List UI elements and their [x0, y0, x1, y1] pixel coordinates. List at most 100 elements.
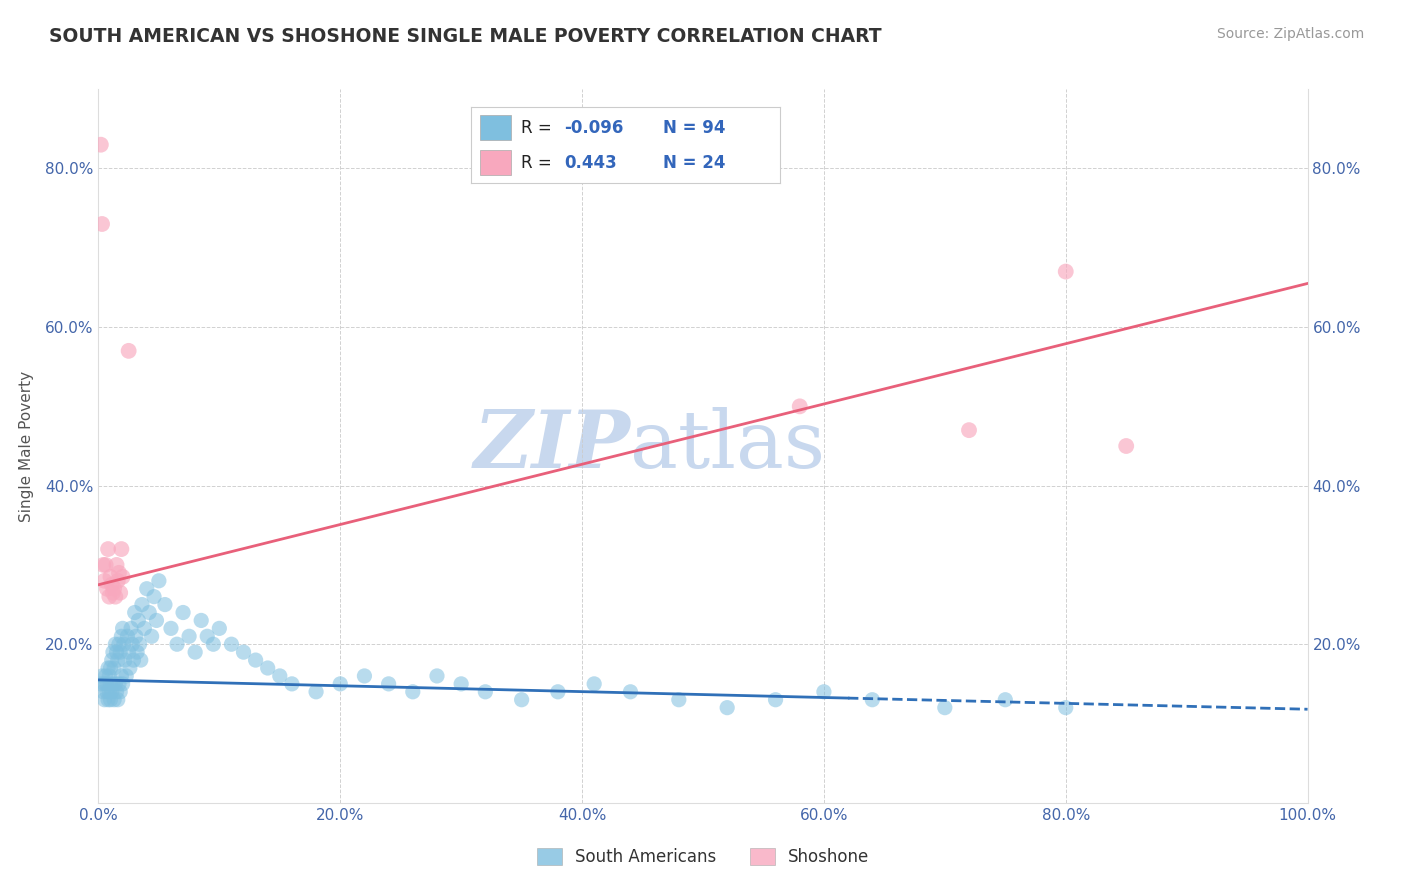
Point — [195, 629, 218, 643]
Point — [104, 637, 127, 651]
Point — [101, 585, 124, 599]
Text: Source: ZipAtlas.com: Source: ZipAtlas.com — [1216, 27, 1364, 41]
Point — [510, 692, 533, 706]
Point — [97, 692, 120, 706]
Point — [377, 677, 399, 691]
Point — [353, 669, 375, 683]
Point — [108, 685, 131, 699]
Point — [98, 669, 121, 683]
Point — [1115, 439, 1137, 453]
Point — [94, 558, 117, 572]
Point — [111, 677, 134, 691]
Point — [115, 669, 138, 683]
Point — [97, 542, 120, 557]
Point — [111, 570, 134, 584]
Point — [118, 661, 141, 675]
Point — [813, 685, 835, 699]
Text: atlas: atlas — [630, 407, 825, 485]
Point — [765, 692, 787, 706]
Point — [190, 614, 212, 628]
Point — [100, 661, 122, 675]
Point — [860, 692, 883, 706]
Point — [91, 217, 114, 231]
Point — [108, 645, 131, 659]
Point — [141, 629, 163, 643]
Legend: South Americans, Shoshone: South Americans, Shoshone — [530, 841, 876, 873]
Text: N = 24: N = 24 — [662, 154, 725, 172]
Point — [131, 598, 153, 612]
FancyBboxPatch shape — [481, 150, 512, 175]
Point — [93, 692, 115, 706]
Point — [108, 677, 131, 691]
Point — [716, 700, 738, 714]
Point — [789, 400, 811, 414]
Point — [103, 582, 125, 596]
Point — [145, 614, 167, 628]
Point — [118, 645, 141, 659]
Point — [202, 637, 225, 651]
Point — [127, 614, 149, 628]
Point — [104, 590, 127, 604]
Point — [93, 574, 115, 588]
Point — [269, 669, 291, 683]
Point — [96, 582, 118, 596]
Point — [103, 661, 125, 675]
Point — [125, 629, 148, 643]
Point — [153, 598, 176, 612]
Point — [208, 621, 231, 635]
Point — [160, 621, 183, 635]
Point — [547, 685, 569, 699]
Point — [110, 542, 132, 557]
Point — [96, 685, 118, 699]
Text: -0.096: -0.096 — [564, 119, 623, 136]
Point — [120, 621, 142, 635]
Point — [118, 343, 141, 358]
Point — [91, 558, 114, 572]
Text: R =: R = — [520, 154, 557, 172]
Text: R =: R = — [520, 119, 557, 136]
Point — [100, 578, 122, 592]
Point — [100, 570, 122, 584]
Point — [179, 629, 201, 643]
Point — [124, 606, 146, 620]
Point — [100, 692, 122, 706]
Point — [108, 585, 131, 599]
Point — [143, 590, 166, 604]
Point — [426, 669, 449, 683]
Point — [1054, 700, 1077, 714]
Point — [101, 645, 124, 659]
Y-axis label: Single Male Poverty: Single Male Poverty — [18, 370, 34, 522]
Point — [94, 669, 117, 683]
Point — [128, 637, 150, 651]
Text: ZIP: ZIP — [474, 408, 630, 484]
Point — [934, 700, 956, 714]
Text: 0.443: 0.443 — [564, 154, 617, 172]
Point — [112, 637, 135, 651]
Point — [232, 645, 254, 659]
Point — [281, 677, 304, 691]
Point — [107, 653, 129, 667]
Point — [98, 590, 121, 604]
Point — [105, 685, 128, 699]
Point — [90, 677, 112, 691]
Point — [108, 566, 131, 580]
Point — [100, 685, 122, 699]
Point — [105, 558, 128, 572]
Point — [148, 574, 170, 588]
Point — [114, 653, 136, 667]
Point — [134, 621, 156, 635]
Point — [104, 677, 127, 691]
Point — [105, 645, 128, 659]
Text: N = 94: N = 94 — [662, 119, 725, 136]
Point — [91, 685, 114, 699]
Point — [108, 637, 131, 651]
Text: SOUTH AMERICAN VS SHOSHONE SINGLE MALE POVERTY CORRELATION CHART: SOUTH AMERICAN VS SHOSHONE SINGLE MALE P… — [49, 27, 882, 45]
Point — [103, 692, 125, 706]
Point — [135, 582, 157, 596]
Point — [97, 661, 120, 675]
Point — [619, 685, 641, 699]
Point — [111, 621, 134, 635]
Point — [256, 661, 278, 675]
Point — [122, 653, 145, 667]
Point — [583, 677, 606, 691]
